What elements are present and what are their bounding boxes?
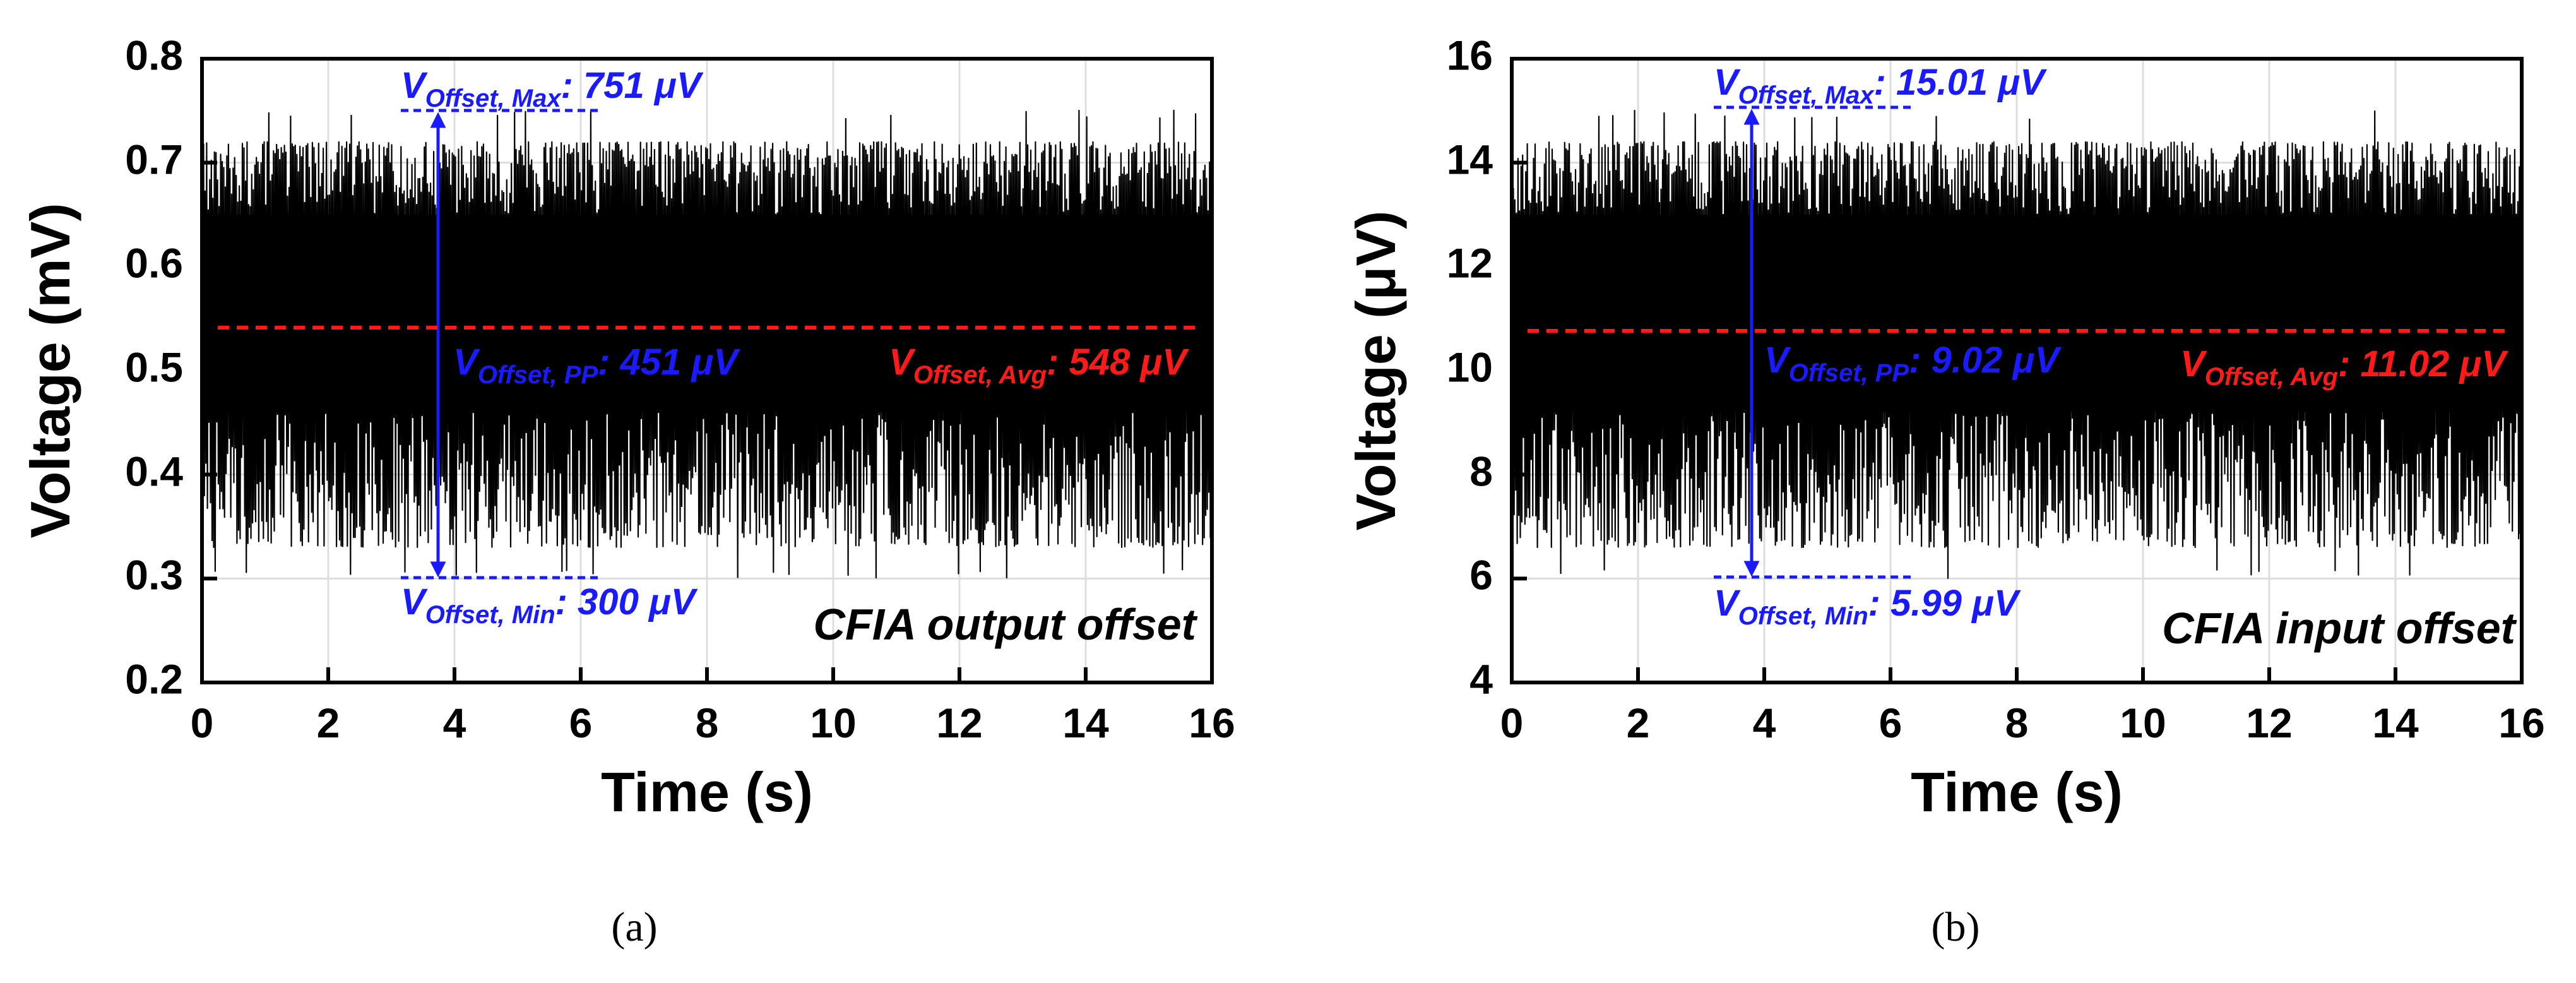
avg-annotation: VOffset, Avg: 548 μV <box>889 342 1189 389</box>
y-tick-label: 12 <box>1447 239 1493 286</box>
min-annotation: VOffset, Min: 300 μV <box>401 581 698 629</box>
y-tick-label: 16 <box>1447 32 1493 78</box>
y-tick-label: 4 <box>1469 655 1493 702</box>
pp-annotation-v: V <box>1764 340 1791 381</box>
max-annotation-v: V <box>1714 62 1741 103</box>
panel-label: (b) <box>1932 904 1980 950</box>
x-axis-title: Time (s) <box>1911 761 2123 823</box>
y-tick-label: 8 <box>1469 448 1493 494</box>
max-annotation: VOffset, Max: 751 μV <box>401 65 704 112</box>
chart-caption: CFIA output offset <box>813 600 1197 649</box>
x-tick-label: 0 <box>191 700 214 746</box>
max-annotation-value: : 751 μV <box>561 65 704 106</box>
y-axis-title: Voltage (mV) <box>19 203 81 538</box>
x-tick-label: 2 <box>1627 700 1650 746</box>
panel-b-ticks <box>1510 57 2524 684</box>
y-tick-label: 0.6 <box>125 239 183 286</box>
avg-annotation-sub: Offset, Avg <box>913 361 1047 389</box>
x-tick-label: 14 <box>1062 700 1109 746</box>
offset-dense-band <box>202 215 1212 412</box>
avg-annotation-value: : 548 μV <box>1047 342 1189 383</box>
min-annotation-v: V <box>1714 583 1741 624</box>
x-tick-label: 6 <box>1879 700 1902 746</box>
x-tick-label: 0 <box>1500 700 1524 746</box>
chart-caption: CFIA input offset <box>2162 604 2517 653</box>
max-annotation: VOffset, Max: 15.01 μV <box>1714 62 2047 109</box>
y-tick-label: 0.7 <box>125 136 183 182</box>
pp-annotation-v: V <box>453 342 480 383</box>
pp-annotation-value: : 451 μV <box>598 342 740 383</box>
y-tick-label: 0.2 <box>125 655 183 702</box>
avg-annotation-value: : 11.02 μV <box>2338 343 2508 384</box>
x-tick-label: 2 <box>317 700 340 746</box>
y-tick-label: 0.4 <box>125 448 183 494</box>
y-axis-title: Voltage (μV) <box>1344 211 1407 531</box>
x-tick-label: 8 <box>696 700 719 746</box>
min-annotation-sub: Offset, Min <box>1738 602 1868 630</box>
y-tick-label: 14 <box>1447 136 1493 182</box>
panel-a-ticks <box>200 57 1214 684</box>
y-tick-label: 0.3 <box>125 551 183 598</box>
panel-a-trace <box>201 109 1213 579</box>
x-tick-label: 6 <box>569 700 593 746</box>
avg-annotation: VOffset, Avg: 11.02 μV <box>2180 343 2508 391</box>
x-tick-label: 4 <box>1753 700 1776 746</box>
x-tick-label: 10 <box>2120 700 2166 746</box>
y-tick-label: 6 <box>1469 551 1493 598</box>
pp-annotation: VOffset, PP: 9.02 μV <box>1764 340 2062 387</box>
x-tick-label: 16 <box>1189 700 1235 746</box>
min-annotation: VOffset, Min: 5.99 μV <box>1714 583 2021 630</box>
chart-panel-a: 0.2 0.3 0.4 0.5 0.6 0.7 0.8 0 2 4 6 8 10… <box>19 32 1235 950</box>
y-tick-label: 0.8 <box>125 32 183 78</box>
max-annotation-sub: Offset, Max <box>1738 81 1875 109</box>
pp-annotation-sub: Offset, PP <box>1789 359 1909 387</box>
min-annotation-v: V <box>401 581 428 623</box>
avg-annotation-sub: Offset, Avg <box>2205 363 2338 391</box>
panel-b-trace <box>1511 109 2523 579</box>
pp-annotation: VOffset, PP: 451 μV <box>453 342 740 389</box>
x-tick-label: 10 <box>810 700 856 746</box>
max-annotation-value: : 15.01 μV <box>1874 62 2048 103</box>
panel-label: (a) <box>611 904 657 950</box>
y-tick-label: 0.5 <box>125 343 183 390</box>
avg-annotation-v: V <box>889 342 916 383</box>
min-annotation-value: : 300 μV <box>555 581 698 623</box>
x-tick-label: 16 <box>2498 700 2544 746</box>
max-annotation-sub: Offset, Max <box>425 85 562 112</box>
x-tick-label: 14 <box>2372 700 2419 746</box>
offset-dense-band <box>1512 215 2522 412</box>
x-tick-label: 12 <box>2246 700 2292 746</box>
avg-annotation-v: V <box>2180 343 2207 384</box>
pp-annotation-sub: Offset, PP <box>478 361 598 389</box>
x-tick-label: 12 <box>936 700 982 746</box>
y-tick-label: 10 <box>1447 343 1493 390</box>
x-tick-label: 8 <box>2005 700 2029 746</box>
min-annotation-sub: Offset, Min <box>425 601 555 629</box>
max-annotation-v: V <box>401 65 428 106</box>
x-tick-label: 4 <box>443 700 466 746</box>
min-annotation-value: : 5.99 μV <box>1868 583 2021 624</box>
pp-annotation-value: : 9.02 μV <box>1909 340 2062 381</box>
chart-panel-b: 4 6 8 10 12 14 16 0 2 4 6 8 10 12 14 16 … <box>1344 32 2545 950</box>
x-axis-title: Time (s) <box>601 761 813 823</box>
